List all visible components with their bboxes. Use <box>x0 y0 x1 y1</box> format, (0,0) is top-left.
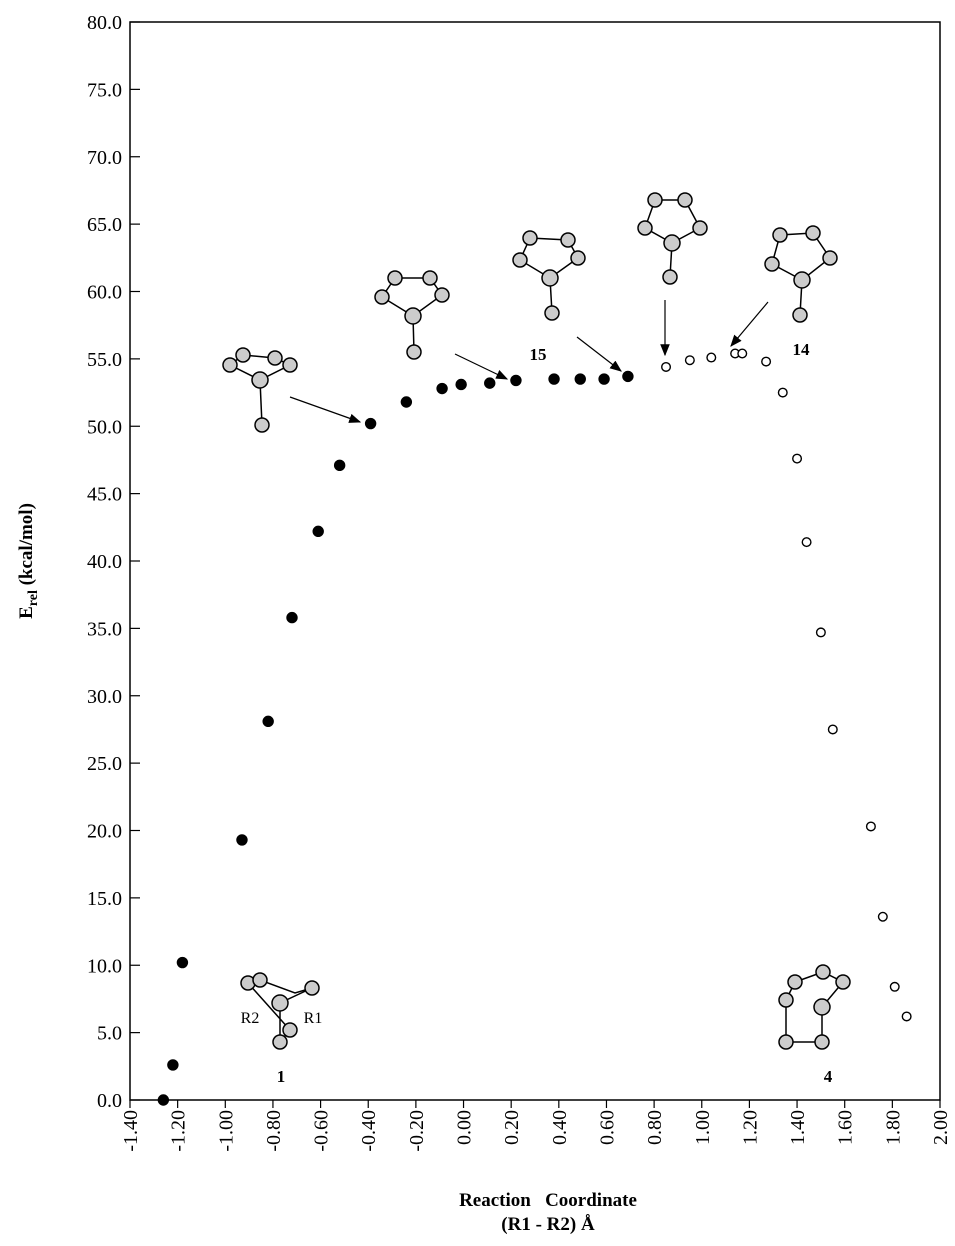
annotation: 15 <box>530 345 547 364</box>
y-tick-label: 65.0 <box>87 214 122 236</box>
annotation: 1 <box>277 1067 286 1086</box>
y-tick-label: 80.0 <box>87 12 122 34</box>
y-tick-label: 70.0 <box>87 147 122 169</box>
plot-frame <box>130 22 940 1100</box>
data-point <box>686 356 695 365</box>
data-point <box>707 353 716 362</box>
annotation: R1 <box>304 1010 323 1027</box>
data-point <box>366 419 376 429</box>
y-tick-label: 60.0 <box>87 282 122 304</box>
data-point <box>335 460 345 470</box>
x-tick-label: 0.80 <box>644 1110 666 1145</box>
x-axis-label: (R1 - R2) Å <box>501 1214 595 1235</box>
y-tick-label: 45.0 <box>87 484 122 506</box>
data-point <box>177 958 187 968</box>
y-tick-label: 55.0 <box>87 349 122 371</box>
data-point <box>575 374 585 384</box>
y-tick-label: 25.0 <box>87 753 122 775</box>
y-axis-label: Erel (kcal/mol) <box>16 503 41 619</box>
data-point <box>902 1012 911 1021</box>
data-point <box>738 349 747 358</box>
data-point <box>623 371 633 381</box>
annotation: R2 <box>241 1010 260 1027</box>
y-tick-label: 5.0 <box>97 1023 122 1045</box>
data-point <box>802 538 811 547</box>
y-tick-label: 40.0 <box>87 551 122 573</box>
x-tick-label: 1.40 <box>787 1110 809 1145</box>
x-tick-label: -1.20 <box>168 1110 190 1152</box>
x-tick-label: 1.60 <box>835 1110 857 1145</box>
x-tick-label: 1.00 <box>692 1110 714 1145</box>
data-point <box>778 388 787 397</box>
chart: Erel (kcal/mol) Reaction Coordinate (R1 … <box>0 0 955 1241</box>
data-point <box>890 983 899 992</box>
data-point <box>879 912 888 921</box>
y-tick-label: 20.0 <box>87 821 122 843</box>
y-tick-label: 0.0 <box>97 1090 122 1112</box>
x-tick-label: 1.80 <box>882 1110 904 1145</box>
annotation: 14 <box>793 340 811 359</box>
data-point <box>817 628 826 637</box>
y-tick-label: 15.0 <box>87 888 122 910</box>
x-tick-label: 1.20 <box>739 1110 761 1145</box>
data-point <box>867 822 876 831</box>
x-tick-label: 0.60 <box>596 1110 618 1145</box>
x-tick-label: -1.40 <box>120 1110 142 1152</box>
data-point <box>158 1095 168 1105</box>
y-label-unit: (kcal/mol) <box>16 503 37 590</box>
data-point <box>793 454 802 463</box>
y-label-main: E <box>16 606 37 619</box>
x-tick-label: -0.20 <box>406 1110 428 1152</box>
data-point <box>828 725 837 734</box>
data-point <box>313 526 323 536</box>
y-tick-label: 10.0 <box>87 955 122 977</box>
x-tick-label: 0.00 <box>454 1110 476 1145</box>
y-tick-label: 50.0 <box>87 416 122 438</box>
data-point <box>511 375 521 385</box>
data-point <box>762 357 771 366</box>
data-point <box>287 613 297 623</box>
data-point <box>401 397 411 407</box>
x-tick-label: -0.60 <box>311 1110 333 1152</box>
data-point <box>599 374 609 384</box>
molecule-sketches <box>223 193 850 1049</box>
x-tick-label: 2.00 <box>930 1110 952 1145</box>
data-point <box>456 379 466 389</box>
y-tick-label: 75.0 <box>87 79 122 101</box>
data-point <box>437 384 447 394</box>
y-label-sub: rel <box>26 590 41 606</box>
x-tick-label: -0.80 <box>263 1110 285 1152</box>
annotation: 4 <box>824 1067 833 1086</box>
data-point <box>485 378 495 388</box>
data-point <box>168 1060 178 1070</box>
data-point <box>263 716 273 726</box>
x-tick-label: -1.00 <box>215 1110 237 1152</box>
data-point <box>549 374 559 384</box>
data-point <box>237 835 247 845</box>
data-point <box>662 363 671 372</box>
y-tick-label: 30.0 <box>87 686 122 708</box>
x-tick-label: -0.40 <box>358 1110 380 1152</box>
x-tick-label: 0.20 <box>501 1110 523 1145</box>
x-axis-label: Reaction Coordinate <box>459 1190 637 1211</box>
x-tick-label: 0.40 <box>549 1110 571 1145</box>
y-tick-label: 35.0 <box>87 618 122 640</box>
